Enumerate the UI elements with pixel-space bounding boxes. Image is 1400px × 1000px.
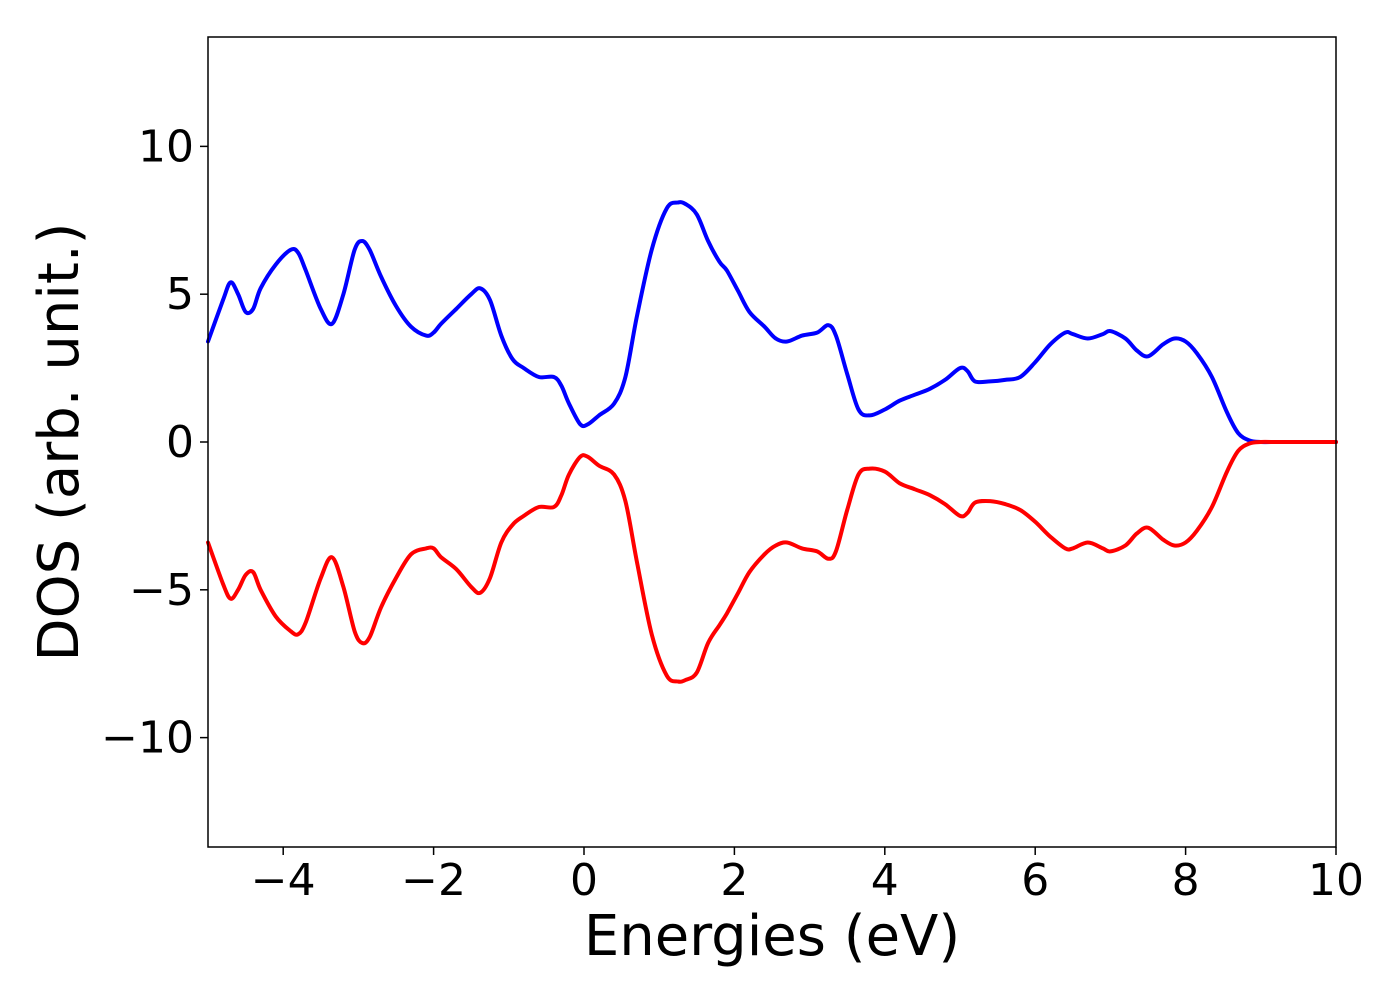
x-tick-label: −4: [251, 855, 316, 906]
plot-area: [206, 36, 1338, 848]
y-tick-label: 10: [138, 121, 194, 172]
y-tick-label: −5: [129, 565, 194, 616]
series-line-negative: [206, 439, 1338, 684]
x-axis-label: Energies (eV): [584, 904, 960, 969]
x-tick-label: 0: [570, 855, 598, 906]
x-tick-label: −2: [401, 855, 466, 906]
y-axis-label: DOS (arb. unit.): [27, 222, 92, 661]
y-tick-label: 5: [166, 269, 194, 320]
y-axis: 10 5 0 −5 −10: [101, 121, 208, 764]
x-tick-label: 10: [1308, 855, 1364, 906]
series-line-positive: [206, 200, 1338, 445]
series-lines: [206, 200, 1338, 684]
y-tick-label: 0: [166, 417, 194, 468]
x-tick-label: 6: [1021, 855, 1049, 906]
plot-frame: [207, 36, 1337, 848]
y-tick-label: −10: [101, 713, 194, 764]
x-tick-label: 2: [720, 855, 748, 906]
x-tick-label: 8: [1172, 855, 1200, 906]
x-axis: −4 −2 0 2 4 6 8 10: [251, 847, 1364, 906]
x-tick-label: 4: [871, 855, 899, 906]
